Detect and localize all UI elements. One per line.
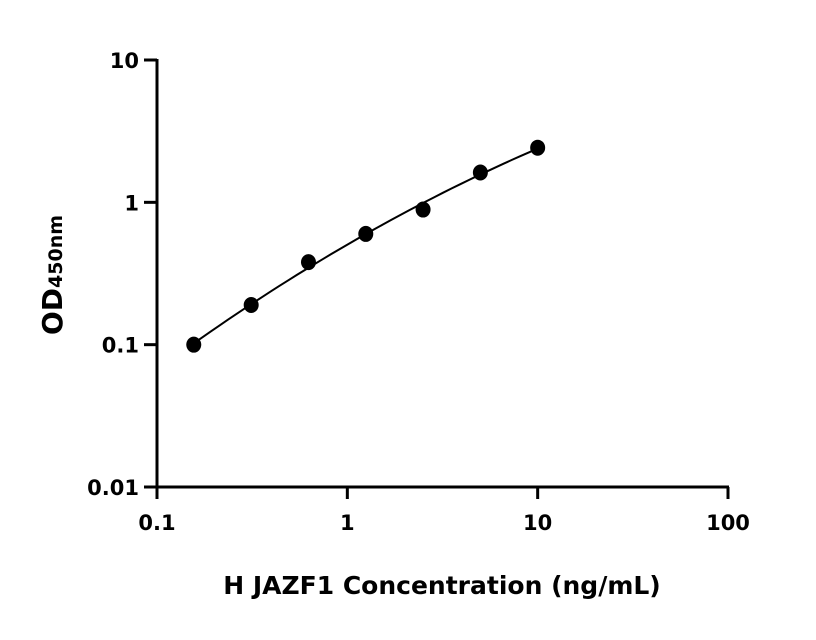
x-tick-label: 1 [340,511,355,535]
data-point [300,254,316,271]
y-axis-label-main: OD [36,288,69,335]
y-tick-label: 0.01 [87,476,139,500]
y-axis-label-sub: 450nm [45,215,67,288]
x-tick-label: 0.1 [138,511,175,535]
y-axis-label: OD450nm [36,215,69,335]
data-point [472,164,488,181]
y-tick-label: 1 [124,191,139,215]
fit-line [193,147,539,345]
y-tick-label: 10 [110,49,139,73]
data-point [530,139,546,156]
data-point [186,336,202,353]
data-point [243,296,259,313]
x-axis-label: H JAZF1 Concentration (ng/mL) [223,571,660,600]
data-point [358,225,374,242]
x-tick-label: 100 [706,511,750,535]
axes: 0.1 1 10 100 0.01 0.1 1 10 [87,49,750,535]
data-points [186,139,546,353]
y-tick-label: 0.1 [102,334,139,358]
fit-curve [193,147,539,345]
data-point [415,201,431,218]
x-tick-label: 10 [523,511,552,535]
